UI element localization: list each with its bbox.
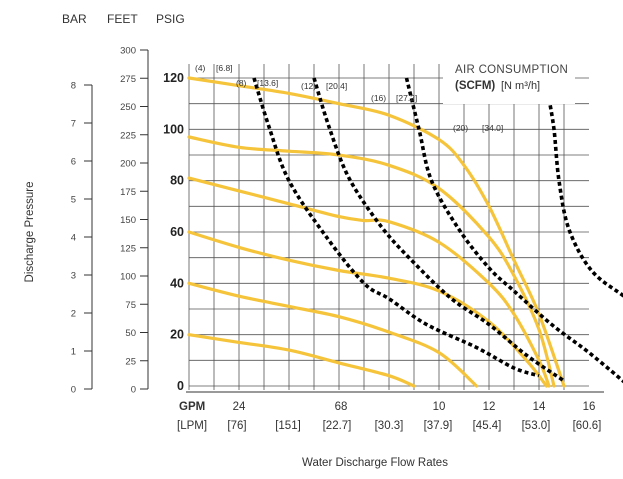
x-axis-title: Water Discharge Flow Rates — [302, 457, 448, 469]
air-label-nm3: [34.0] — [482, 123, 503, 133]
air-curve-labels: (4) [6.8](8) [13.6] (12) [20.4] (16) [27.2] (20… — [195, 63, 503, 133]
feet-tick-label: 150 — [120, 215, 136, 226]
air-label-scfm: (20) — [453, 123, 468, 133]
bar-tick-label: 8 — [71, 81, 76, 92]
lpm-tick-label: [30.3] — [375, 420, 404, 432]
psig-tick-label: 20 — [170, 328, 184, 342]
bar-tick-label: 5 — [71, 195, 76, 206]
air-label-scfm: (16) — [371, 93, 386, 103]
feet-tick-label: 75 — [125, 300, 136, 311]
performance-curves — [187, 76, 566, 388]
feet-tick-label: 0 — [131, 385, 136, 396]
air-legend-bg — [443, 58, 575, 104]
feet-tick-label: 25 — [125, 356, 136, 367]
performance-curve-3 — [187, 176, 551, 388]
air-curve-1 — [252, 77, 540, 378]
gpm-tick-label: 68 — [335, 401, 348, 413]
air-label-nm3: [6.8] — [216, 63, 233, 73]
feet-unit-header: FEET — [107, 12, 138, 26]
performance-curve-5 — [187, 281, 479, 388]
bar-tick-label: 3 — [71, 271, 76, 282]
air-curve-3 — [404, 77, 623, 384]
psig-unit-header: PSIG — [156, 12, 185, 26]
feet-tick-label: 225 — [120, 130, 136, 141]
bar-tick-label: 6 — [71, 157, 76, 168]
lpm-tick-label: [76] — [227, 420, 246, 432]
y-axis-title: Discharge Pressure — [24, 182, 36, 283]
gpm-tick-label: 14 — [533, 401, 546, 413]
bar-unit-header: BAR — [62, 12, 87, 26]
air-label-nm3: [27.2] — [396, 93, 417, 103]
psig-tick-label: 120 — [163, 71, 184, 85]
air-consumption-title: AIR CONSUMPTION — [455, 64, 568, 76]
air-consumption-nm3: [N m³/h] — [501, 80, 540, 92]
feet-tick-label: 100 — [120, 272, 136, 283]
air-curve-4 — [547, 98, 623, 298]
gpm-tick-label: 16 — [583, 401, 596, 413]
plot-grid — [186, 64, 604, 393]
feet-tick-label: 200 — [120, 159, 136, 170]
air-consumption-legend: AIR CONSUMPTION (SCFM) [N m³/h] — [443, 58, 575, 104]
performance-curve-2 — [187, 135, 556, 388]
gpm-tick-label: 12 — [483, 401, 496, 413]
x-axis: GPM [LPM] 24 68 10 12 14 16 [76] [151] [22.7] [30.3… — [177, 401, 601, 432]
feet-tick-label: 300 — [120, 46, 136, 57]
air-consumption-curves — [252, 77, 623, 384]
air-label-scfm: (4) — [195, 63, 206, 73]
performance-curve-6 — [187, 333, 416, 388]
psig-axis: 120 100 80 60 40 20 0 — [163, 71, 184, 393]
psig-tick-label: 80 — [170, 174, 184, 188]
air-label-scfm: (12) — [301, 81, 316, 91]
gpm-tick-label: 24 — [233, 401, 246, 413]
lpm-tick-label: [60.6] — [573, 420, 602, 432]
lpm-tick-label: [22.7] — [323, 420, 352, 432]
psig-tick-label: 60 — [170, 225, 184, 239]
psig-tick-label: 0 — [177, 379, 184, 393]
lpm-tick-label: [45.4] — [473, 420, 502, 432]
unit-headers: BAR FEET PSIG — [62, 12, 185, 26]
air-label-nm3: [20.4] — [326, 81, 347, 91]
feet-tick-label: 250 — [120, 102, 136, 113]
air-label-nm3: [13.6] — [257, 78, 278, 88]
bar-tick-label: 2 — [71, 309, 76, 320]
bar-tick-label: 7 — [71, 119, 76, 130]
performance-curve-4 — [187, 230, 549, 388]
gpm-unit-label: GPM — [179, 401, 205, 413]
feet-tick-label: 50 — [125, 328, 136, 339]
feet-tick-label: 175 — [120, 187, 136, 198]
lpm-tick-label: [53.0] — [522, 420, 551, 432]
bar-axis: 8 7 6 5 4 3 2 1 0 — [71, 81, 93, 396]
air-label-scfm: (8) — [236, 78, 247, 88]
psig-tick-label: 40 — [170, 276, 184, 290]
lpm-tick-label: [37.9] — [424, 420, 453, 432]
bar-tick-label: 0 — [71, 385, 76, 396]
air-curve-2 — [312, 77, 566, 383]
bar-tick-label: 1 — [71, 347, 76, 358]
lpm-tick-label: [151] — [275, 420, 301, 432]
psig-tick-label: 100 — [163, 122, 184, 136]
bar-tick-label: 4 — [71, 233, 76, 244]
lpm-unit-label: [LPM] — [177, 420, 207, 432]
air-consumption-scfm: (SCFM) — [455, 80, 495, 92]
gpm-tick-label: 10 — [433, 401, 446, 413]
feet-tick-label: 125 — [120, 243, 136, 254]
feet-tick-label: 275 — [120, 74, 136, 85]
performance-curve-1 — [187, 76, 566, 388]
